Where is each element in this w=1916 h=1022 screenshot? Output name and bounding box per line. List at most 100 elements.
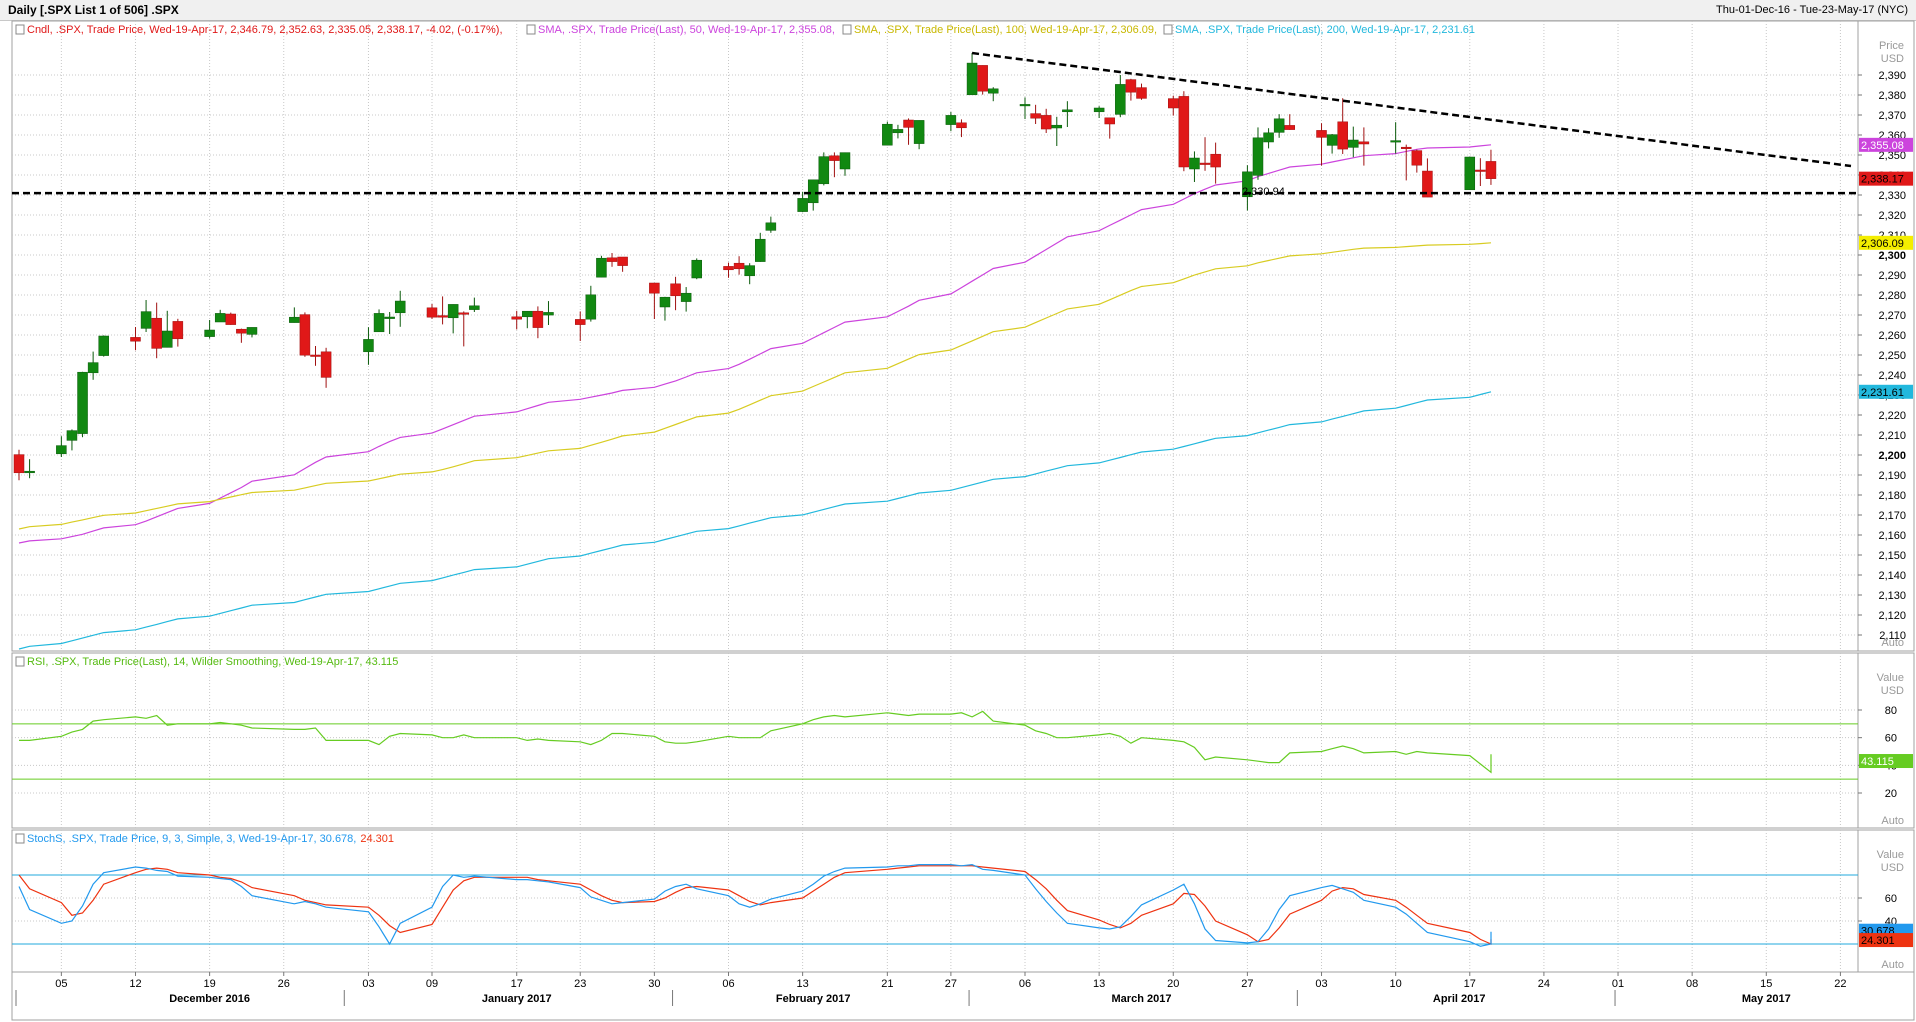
rsi-line bbox=[19, 710, 1492, 774]
rsi-legend[interactable]: RSI, .SPX, Trade Price(Last), 14, Wilder… bbox=[15, 656, 398, 668]
candle-body bbox=[1464, 156, 1476, 191]
candle bbox=[649, 282, 660, 319]
candle bbox=[606, 253, 618, 267]
candle bbox=[829, 152, 840, 178]
price-tick-label: 2,140 bbox=[1878, 570, 1906, 582]
support-label: 2,330.94 bbox=[1242, 186, 1285, 198]
price-axis-auto[interactable]: Auto bbox=[1881, 637, 1904, 649]
x-month-label: January 2017 bbox=[482, 993, 552, 1005]
price-tick-label: 2,260 bbox=[1878, 330, 1906, 342]
price-tick-label: 2,250 bbox=[1878, 350, 1906, 362]
legend-sma50[interactable]: SMA, .SPX, Trade Price(Last), 50, Wed-19… bbox=[538, 24, 835, 36]
badge-sma200-bg bbox=[1859, 384, 1913, 399]
price-tick-label: 2,280 bbox=[1878, 290, 1906, 302]
candle bbox=[1348, 126, 1359, 158]
candle-body bbox=[246, 327, 258, 335]
stoch-lines bbox=[12, 863, 1858, 947]
candle-body bbox=[733, 262, 745, 270]
x-day-label: 21 bbox=[881, 978, 893, 990]
badge-sma200: 2,231.61 bbox=[1859, 384, 1913, 399]
candle bbox=[1422, 158, 1433, 198]
legend-rsi[interactable]: RSI, .SPX, Trade Price(Last), 14, Wilder… bbox=[27, 656, 398, 668]
rsi-axis-auto[interactable]: Auto bbox=[1881, 815, 1904, 827]
candle bbox=[384, 312, 395, 334]
candle bbox=[987, 87, 999, 102]
date-range[interactable]: Thu-01-Dec-16 - Tue-23-May-17 (NYC) bbox=[1716, 4, 1908, 16]
candle-body bbox=[373, 313, 385, 333]
candle bbox=[151, 302, 162, 359]
legend-cndl[interactable]: Cndl, .SPX, Trade Price, Wed-19-Apr-17, … bbox=[27, 24, 503, 36]
candle-body bbox=[87, 362, 99, 374]
candle bbox=[956, 119, 967, 138]
x-day-label: 22 bbox=[1834, 978, 1846, 990]
stoch-axis-auto[interactable]: Auto bbox=[1881, 959, 1904, 971]
badge-sma50-text: 2,355.08 bbox=[1861, 140, 1904, 152]
price-tick-label: 2,270 bbox=[1878, 310, 1906, 322]
price-tick-label: 2,210 bbox=[1878, 430, 1906, 442]
candle-body bbox=[892, 129, 904, 134]
candle bbox=[140, 300, 152, 332]
rsi-axis-bg[interactable] bbox=[1857, 652, 1915, 829]
stoch-axis-unit: USD bbox=[1881, 862, 1904, 874]
price-tick-label: 2,130 bbox=[1878, 590, 1906, 602]
x-day-label: 09 bbox=[426, 978, 438, 990]
x-day-label: 03 bbox=[1315, 978, 1327, 990]
candle bbox=[1062, 101, 1073, 127]
candle-body bbox=[744, 265, 755, 277]
price-panel-bg[interactable] bbox=[11, 20, 1859, 652]
price-tick-label: 2,120 bbox=[1878, 610, 1906, 622]
x-day-label: 26 bbox=[278, 978, 290, 990]
candle bbox=[511, 310, 522, 330]
candle-body bbox=[882, 123, 893, 146]
candle bbox=[373, 309, 385, 333]
x-day-label: 17 bbox=[1464, 978, 1476, 990]
candle bbox=[1093, 106, 1105, 118]
badge-rsi: 43.115 bbox=[1859, 754, 1913, 769]
price-tick-label: 2,190 bbox=[1878, 470, 1906, 482]
rsi-panel-bg[interactable] bbox=[11, 652, 1859, 829]
candle-body bbox=[956, 122, 967, 129]
candle bbox=[1178, 91, 1190, 172]
stoch-legend[interactable]: StochS, .SPX, Trade Price, 9, 3, Simple,… bbox=[15, 833, 394, 845]
candle bbox=[1030, 104, 1041, 124]
candle-body bbox=[1168, 98, 1179, 109]
x-axis: 05 12 19 26 03 09 17 23 30 06 13 21 27 06 13 20 27 03 10 17… bbox=[15, 972, 1847, 1006]
candle-body bbox=[1273, 118, 1285, 133]
candle bbox=[225, 312, 237, 325]
candle bbox=[1263, 128, 1274, 149]
candle-body bbox=[755, 238, 766, 262]
badge-sma100: 2,306.09 bbox=[1859, 235, 1913, 250]
candle-body bbox=[532, 310, 544, 328]
candle-body bbox=[1390, 140, 1401, 143]
trendlines bbox=[12, 51, 1858, 195]
legend-sma100[interactable]: SMA, .SPX, Trade Price(Last), 100, Wed-1… bbox=[854, 24, 1157, 36]
candle-body bbox=[1400, 146, 1412, 149]
candle bbox=[1411, 149, 1423, 173]
legend-sma200[interactable]: SMA, .SPX, Trade Price(Last), 200, Wed-1… bbox=[1175, 24, 1475, 36]
price-axis-bg[interactable] bbox=[1857, 20, 1915, 652]
stoch-panel-bg[interactable] bbox=[11, 829, 1859, 973]
x-month-label: March 2017 bbox=[1112, 993, 1172, 1005]
price-tick-label: 2,290 bbox=[1878, 270, 1906, 282]
legend-stoch[interactable]: StochS, .SPX, Trade Price, 9, 3, Simple,… bbox=[27, 833, 394, 845]
candle bbox=[1485, 149, 1497, 185]
candle-body bbox=[1136, 87, 1147, 99]
x-day-label: 01 bbox=[1612, 978, 1624, 990]
candle bbox=[320, 347, 332, 388]
candle bbox=[755, 232, 766, 262]
candle-body bbox=[56, 445, 67, 455]
candle bbox=[543, 301, 554, 325]
candle-body bbox=[1210, 153, 1221, 168]
legend-sma50-icon bbox=[526, 24, 536, 35]
badge-stoch-d-bg bbox=[1859, 933, 1913, 948]
price-legend[interactable]: Cndl, .SPX, Trade Price, Wed-19-Apr-17, … bbox=[15, 24, 1475, 36]
legend-sma100-icon bbox=[842, 24, 852, 35]
stoch-axis-bg[interactable] bbox=[1857, 829, 1915, 973]
candle bbox=[469, 297, 480, 312]
x-day-label: 17 bbox=[511, 978, 523, 990]
candle-body bbox=[765, 222, 777, 231]
candle-body bbox=[606, 257, 618, 262]
x-day-label: 27 bbox=[1241, 978, 1253, 990]
x-axis-bg[interactable] bbox=[11, 971, 1915, 1021]
